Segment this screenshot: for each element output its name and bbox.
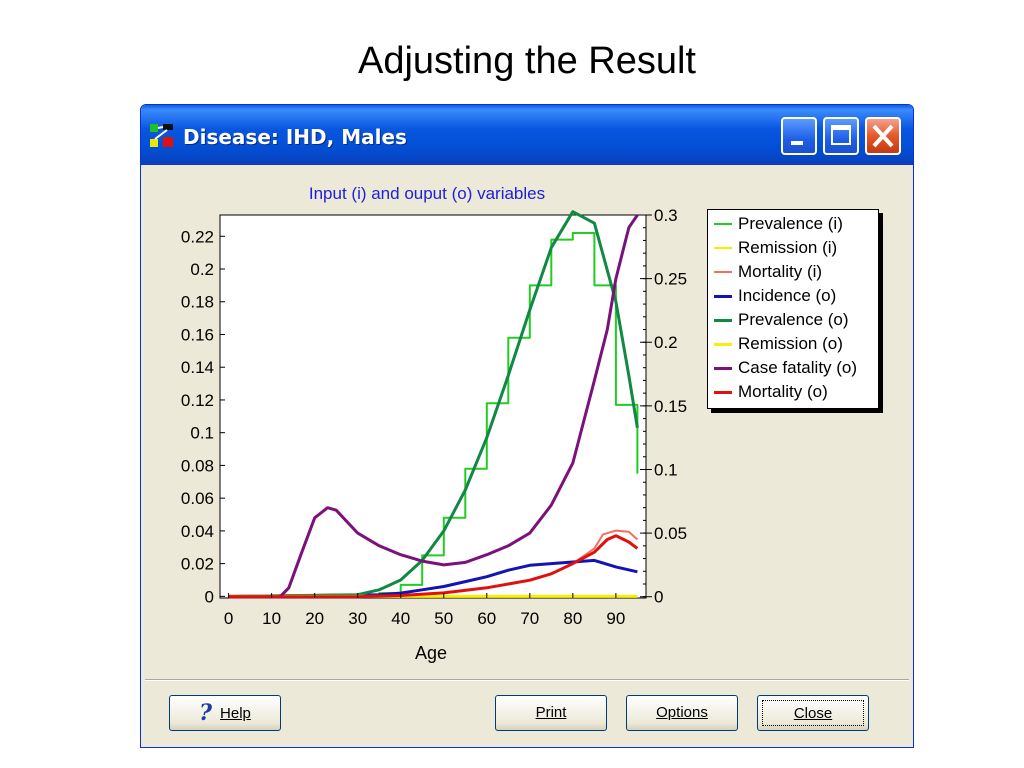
left-tick-label: 0.1 [190,424,214,443]
close-button[interactable]: Close [757,695,869,731]
minimize-button[interactable] [781,117,817,155]
left-tick-label: 0.2 [190,260,214,279]
right-tick-label: 0.3 [654,206,678,225]
right-tick-label: 0.2 [654,333,678,352]
legend-item: Remission (i) [708,236,878,260]
legend-label: Incidence (o) [738,286,837,305]
button-bar-separator [145,679,909,681]
series-incidence-o [228,558,638,598]
x-tick-label: 80 [563,609,582,628]
close-window-button[interactable] [865,117,901,155]
left-tick-label: 0.04 [181,522,214,541]
print-label: Print [535,704,567,721]
window-title: Disease: IHD, Males [183,125,407,149]
legend-item: Mortality (i) [708,260,878,284]
x-axis: 0 10 20 30 40 50 60 70 80 90 [224,593,625,628]
maximize-button[interactable] [823,117,859,155]
legend-item: Remission (o) [708,332,878,356]
legend-label: Mortality (i) [738,262,823,281]
app-icon [150,124,173,147]
series-case-fatality-o [228,214,639,599]
left-axis: 0 0.02 0.04 0.06 0.08 0.1 0.12 0.14 0.16 0.18 0.2 0… [181,227,225,606]
left-tick-label: 0.06 [181,489,214,508]
left-tick-label: 0.14 [181,358,214,377]
legend-label: Mortality (o) [738,382,828,401]
left-tick-label: 0.16 [181,325,214,344]
right-tick-label: 0.1 [654,460,678,479]
legend-swatch [714,271,732,273]
legend-label: Case fatality (o) [738,358,858,377]
chart: Input (i) and ouput (o) variables 00.020… [181,184,687,663]
x-tick-label: 10 [262,609,281,628]
legend-item: Incidence (o) [708,284,878,308]
right-tick-label: 0.15 [654,397,687,416]
plot-area [219,214,647,599]
legend-item: Mortality (o) [708,380,878,404]
legend-swatch [714,319,732,322]
chart-title: Input (i) and ouput (o) variables [309,184,545,203]
maximize-icon [831,125,851,145]
x-tick-label: 90 [606,609,625,628]
x-tick-label: 70 [520,609,539,628]
print-button[interactable]: Print [495,695,607,731]
close-icon [872,124,894,148]
help-label: Help [220,705,251,722]
x-axis-label: Age [415,643,447,663]
close-button-focus: Close [762,700,864,726]
legend-swatch [714,391,732,394]
x-tick-label: 50 [434,609,453,628]
left-tick-label: 0.18 [181,293,214,312]
options-button[interactable]: Options [626,695,738,731]
right-tick-label: 0 [654,588,663,607]
legend-label: Remission (o) [738,334,843,353]
left-tick-label: 0.02 [181,555,214,574]
legend-swatch [714,247,732,249]
right-tick-label: 0.25 [654,270,687,289]
legend-swatch [714,343,732,346]
options-label: Options [656,704,708,721]
disease-window: Disease: IHD, Males Input (i) and ouput … [140,104,914,748]
left-tick-label: 0.12 [181,391,214,410]
x-tick-label: 0 [224,609,233,628]
chart-legend: Prevalence (i) Remission (i) Mortality (i)… [707,209,879,409]
x-tick-label: 60 [477,609,496,628]
x-tick-label: 20 [305,609,324,628]
help-button[interactable]: ? Help [169,695,281,731]
minimize-icon [791,141,803,145]
legend-swatch [714,367,732,370]
slide-title: Adjusting the Result [358,40,696,82]
legend-item: Case fatality (o) [708,356,878,380]
left-tick-label: 0.22 [181,227,214,246]
legend-label: Prevalence (i) [738,214,843,233]
series-prevalence-i [228,232,639,598]
x-tick-label: 30 [348,609,367,628]
series-prevalence-o [228,210,639,598]
window-titlebar[interactable]: Disease: IHD, Males [141,105,913,165]
left-tick-label: 0 [205,587,214,606]
legend-label: Remission (i) [738,238,838,257]
help-icon: ? [199,700,213,726]
close-label: Close [793,705,833,722]
right-axis: 0 0.05 0.1 0.15 0.2 0.25 0.3 [640,206,687,607]
legend-label: Prevalence (o) [738,310,849,329]
right-tick-label: 0.05 [654,524,687,543]
legend-swatch [714,223,732,225]
legend-swatch [714,295,732,298]
left-tick-label: 0.08 [181,456,214,475]
legend-item: Prevalence (i) [708,212,878,236]
legend-item: Prevalence (o) [708,308,878,332]
x-tick-label: 40 [391,609,410,628]
